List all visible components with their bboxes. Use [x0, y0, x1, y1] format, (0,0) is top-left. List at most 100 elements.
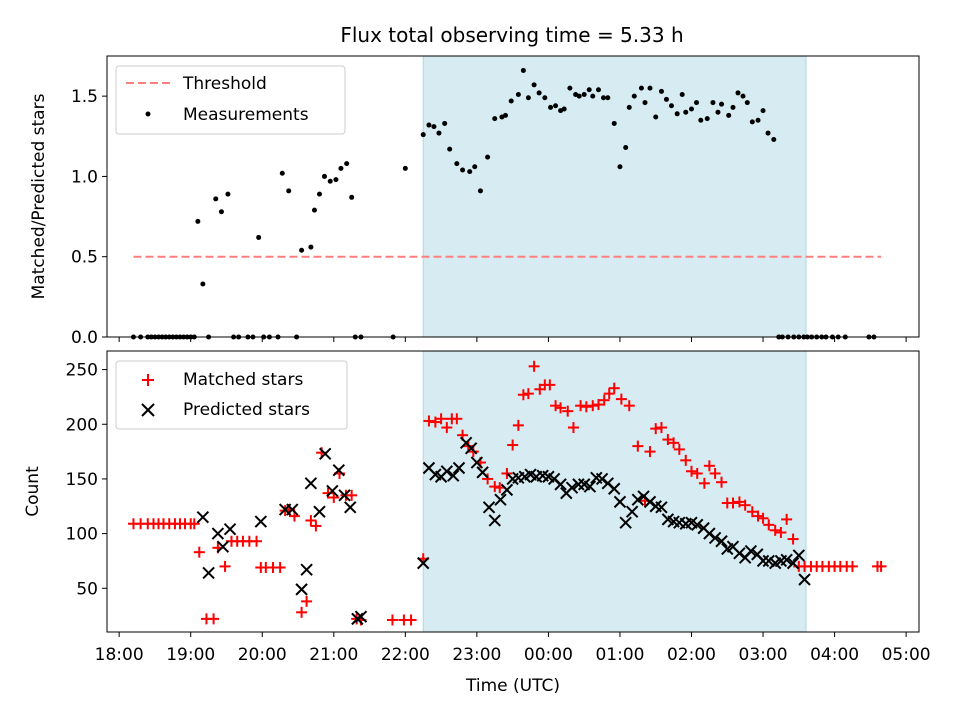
- matched-star-point: [875, 560, 887, 572]
- matched-star-point: [673, 443, 685, 455]
- legend-predicted-label: Predicted stars: [183, 400, 310, 420]
- measurement-point: [719, 101, 725, 107]
- predicted-star-point: [708, 531, 722, 545]
- measurement-point: [553, 103, 559, 109]
- matched-star-point: [623, 400, 635, 412]
- measurement-point: [726, 112, 732, 118]
- predicted-mark-b: [577, 478, 591, 491]
- measurement-point: [447, 146, 453, 152]
- ratio-y-tick-label: 1.5: [71, 87, 98, 107]
- ratio-legend-box: [115, 65, 346, 135]
- predicted-mark-b: [798, 573, 811, 586]
- predicted-mark-b: [554, 478, 567, 491]
- measurement-point: [213, 196, 219, 202]
- measurement-point: [256, 234, 262, 240]
- predicted-star-point: [338, 489, 351, 502]
- measurement-point: [623, 145, 629, 151]
- measurement-point: [581, 92, 587, 98]
- measurement-point: [515, 92, 521, 98]
- matched-star-point: [644, 446, 656, 458]
- measurement-point: [426, 122, 432, 128]
- matched-star-point: [555, 402, 567, 414]
- matched-star-point: [592, 399, 604, 411]
- predicted-star-point: [488, 514, 501, 527]
- measurement-point: [492, 116, 498, 122]
- predicted-star-point: [318, 447, 332, 460]
- predicted-mark-b: [304, 477, 318, 490]
- predicted-star-point: [216, 540, 230, 553]
- matched-star-point: [685, 465, 697, 477]
- ratio-x-ticks: [118, 337, 907, 342]
- observing-window-shade-bottom: [422, 350, 807, 633]
- time-x-tick-label: 18:00: [95, 645, 144, 665]
- measurement-point: [338, 165, 344, 171]
- count-plot-frame: [106, 350, 920, 633]
- measurement-point: [642, 100, 648, 106]
- matched-star-point: [274, 561, 286, 573]
- predicted-mark-b: [786, 556, 800, 570]
- predicted-star-point: [780, 553, 793, 567]
- measurement-point: [760, 108, 766, 114]
- predicted-mark-b: [631, 493, 645, 506]
- matched-star-point: [763, 519, 775, 531]
- matched-star-point: [752, 510, 764, 522]
- measurement-point: [590, 93, 596, 99]
- observing-window-shade: [422, 55, 807, 338]
- ratio-panel: 0.0 0.5 1.0 1.5 Matched/Predicted stars Thr…: [29, 55, 920, 348]
- predicted-mark-b: [697, 521, 710, 535]
- measurement-point: [704, 116, 710, 122]
- predicted-mark-b: [661, 513, 675, 526]
- predicted-mark-b: [295, 583, 308, 596]
- measurement-point: [663, 96, 669, 102]
- measurement-point: [442, 120, 448, 126]
- predicted-star-point: [300, 563, 313, 576]
- predicted-mark-b: [440, 465, 454, 478]
- predicted-mark-b: [708, 531, 722, 545]
- predicted-star-point: [440, 465, 454, 478]
- time-x-tick-label: 04:00: [810, 645, 859, 665]
- legend-matched-label: Matched stars: [183, 370, 303, 390]
- predicted-star-point: [482, 501, 496, 514]
- predicted-mark-b: [422, 461, 436, 475]
- matched-star-point: [188, 518, 200, 530]
- matched-star-point: [733, 496, 745, 508]
- predicted-star-point: [583, 480, 597, 493]
- measurement-point: [771, 136, 777, 142]
- predicted-star-point: [447, 469, 460, 482]
- matched-star-point: [451, 413, 463, 425]
- ratio-plot-frame: [106, 55, 920, 338]
- matched-star-point: [716, 476, 728, 488]
- predicted-mark-b: [254, 515, 268, 528]
- predicted-star-point: [476, 466, 489, 479]
- measurement-point: [327, 178, 333, 184]
- time-x-tick-label: 02:00: [667, 645, 716, 665]
- predicted-star-point: [464, 442, 478, 455]
- predicted-star-point: [254, 515, 268, 528]
- matched-star-point: [655, 422, 667, 434]
- predicted-mark-b: [608, 482, 621, 495]
- legend-measurements-label: Measurements: [183, 105, 309, 125]
- matched-star-point: [435, 413, 447, 425]
- predicted-star-point: [494, 493, 507, 506]
- predicted-star-point: [202, 566, 215, 580]
- predicted-mark-b: [354, 610, 368, 623]
- predicted-mark-b: [332, 463, 346, 477]
- measurement-point: [561, 106, 567, 112]
- legend-predicted-swatch: [141, 403, 155, 417]
- measurement-point: [658, 88, 664, 94]
- predicted-star-point: [655, 501, 668, 514]
- matched-star-point: [550, 400, 562, 412]
- matched-star-point: [650, 423, 662, 435]
- predicted-star-point: [452, 461, 466, 475]
- measurement-point: [467, 169, 473, 175]
- predicted-star-point: [223, 523, 237, 536]
- predicted-mark-b: [429, 468, 442, 481]
- predicted-mark-b: [313, 505, 326, 518]
- time-x-tick-label: 22:00: [381, 645, 430, 665]
- predicted-star-point: [786, 556, 800, 570]
- predicted-mark-b: [547, 472, 561, 486]
- measurement-point: [595, 87, 601, 93]
- predicted-mark-b: [667, 515, 680, 528]
- measurement-point: [605, 95, 611, 101]
- measurement-point: [653, 114, 659, 120]
